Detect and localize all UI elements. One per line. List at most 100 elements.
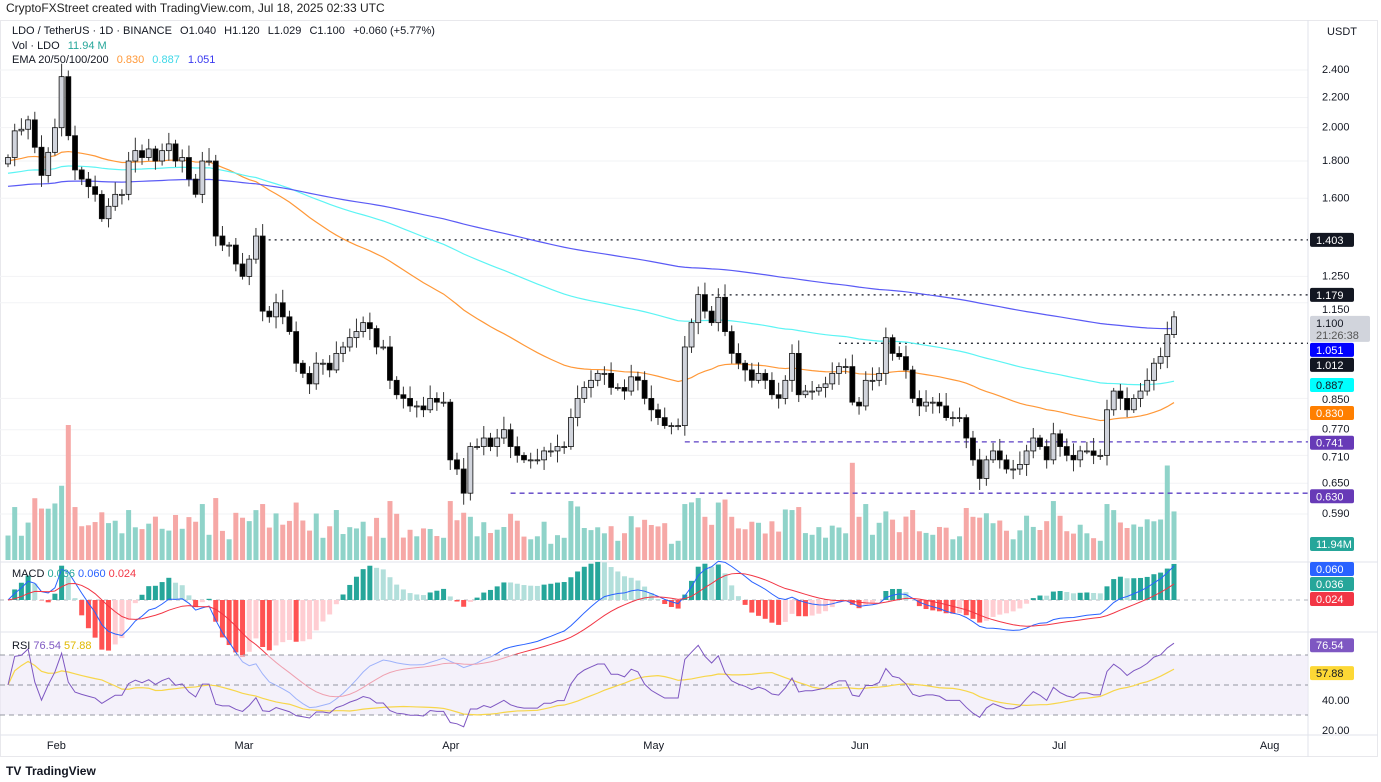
candle-body — [52, 127, 58, 153]
macd-hist-bar — [601, 562, 607, 600]
candle — [869, 367, 876, 391]
level-badge-label: 1.179 — [1316, 290, 1344, 302]
candle-body — [1030, 437, 1037, 452]
volume-bar — [1091, 538, 1097, 560]
candle — [447, 399, 454, 470]
macd-hist-bar — [1017, 600, 1023, 609]
volume-bar — [260, 504, 266, 560]
macd-hist-bar — [608, 567, 614, 600]
macd-hist-bar — [25, 575, 31, 600]
ohlc-close: C1.100 — [309, 25, 345, 37]
macd-hist-bar — [441, 588, 447, 600]
candle-body — [467, 446, 474, 494]
level-badge — [1310, 287, 1354, 302]
candle — [1043, 439, 1050, 469]
volume-bar — [293, 502, 299, 560]
volume-bar — [930, 534, 936, 560]
candle-body — [1104, 409, 1110, 456]
candle-body — [822, 383, 829, 388]
candle-body — [78, 169, 85, 180]
candle-body — [447, 401, 454, 461]
macd-hist-bar — [957, 600, 963, 614]
candle — [561, 441, 568, 454]
candle-body — [460, 468, 467, 494]
rsi-label[interactable]: RSI — [12, 640, 31, 652]
macd-hist-bar — [132, 600, 138, 604]
candle — [1063, 438, 1070, 462]
rsi-ma-value: 57.88 — [64, 640, 92, 652]
volume-bar — [876, 522, 882, 560]
countdown-label: 21:26:38 — [1316, 330, 1359, 342]
symbol-title[interactable]: LDO / TetherUS · 1D · BINANCE — [12, 25, 172, 37]
candle — [440, 392, 447, 407]
symbol-legend: LDO / TetherUS · 1D · BINANCE O1.040 H1.… — [12, 25, 440, 37]
ema-label[interactable]: EMA 20/50/100/200 — [12, 54, 109, 66]
volume-bar — [1097, 540, 1103, 560]
candle — [279, 289, 286, 325]
candle — [976, 448, 983, 490]
macd-badge-label: 0.024 — [1316, 594, 1344, 606]
volume-bar — [25, 522, 31, 560]
volume-bar — [179, 528, 185, 560]
volume-bar — [219, 530, 225, 560]
volume-bar — [1111, 510, 1117, 560]
macd-hist-bar — [1171, 563, 1177, 600]
candle — [762, 369, 769, 390]
time-tick-label: Apr — [442, 740, 459, 752]
candle — [1117, 383, 1124, 410]
candle — [681, 335, 688, 436]
macd-hist-bar — [742, 600, 748, 605]
volume-bar — [548, 543, 554, 560]
macd-hist-bar — [1097, 593, 1103, 600]
time-tick-label: Feb — [47, 740, 66, 752]
volume-bar — [970, 516, 976, 560]
candle-body — [139, 150, 145, 158]
volume-bar — [333, 510, 339, 560]
candle — [346, 328, 353, 352]
macd-hist-bar — [869, 600, 875, 604]
volume-bar — [742, 529, 748, 560]
candle-body — [333, 352, 340, 371]
candle — [246, 255, 253, 286]
macd-hist-bar — [79, 600, 85, 616]
volume-bar — [1050, 501, 1056, 560]
currency-label[interactable]: USDT — [1327, 26, 1357, 38]
macd-hist-bar — [186, 595, 192, 600]
candle — [494, 428, 501, 457]
candle — [896, 346, 903, 360]
macd-hist-bar — [615, 571, 621, 600]
candle-body — [219, 235, 226, 246]
volume-bar — [990, 523, 996, 560]
volume-bar — [1057, 515, 1063, 560]
macd-hist-bar — [722, 573, 728, 600]
volume-bar — [387, 501, 393, 560]
macd-hist-bar — [595, 561, 601, 600]
candle — [433, 392, 440, 411]
volume-label[interactable]: Vol · LDO — [12, 40, 60, 52]
macd-label[interactable]: MACD — [12, 568, 45, 580]
volume-bar — [427, 528, 433, 560]
candle — [574, 385, 581, 427]
volume-bar — [286, 520, 292, 560]
volume-bar — [675, 540, 681, 560]
candle — [836, 362, 842, 385]
price-badge — [1310, 405, 1354, 420]
tradingview-logo[interactable]: TV TradingView — [6, 764, 96, 778]
volume-bar — [1077, 524, 1083, 560]
candle — [514, 436, 521, 463]
volume-bar — [816, 527, 822, 560]
rsi-badge — [1310, 638, 1354, 653]
candle — [628, 364, 635, 396]
volume-bar — [152, 516, 158, 560]
candle-body — [1023, 450, 1030, 465]
macd-hist-bar — [126, 600, 132, 620]
candle — [789, 344, 795, 392]
candle-body — [494, 437, 501, 447]
price-tick-label: 1.250 — [1322, 270, 1350, 282]
macd-hist-bar — [930, 600, 936, 611]
macd-hist-bar — [1003, 600, 1009, 614]
volume-bar — [923, 532, 929, 560]
volume-bar — [595, 527, 601, 560]
ohlc-high: H1.120 — [224, 25, 260, 37]
